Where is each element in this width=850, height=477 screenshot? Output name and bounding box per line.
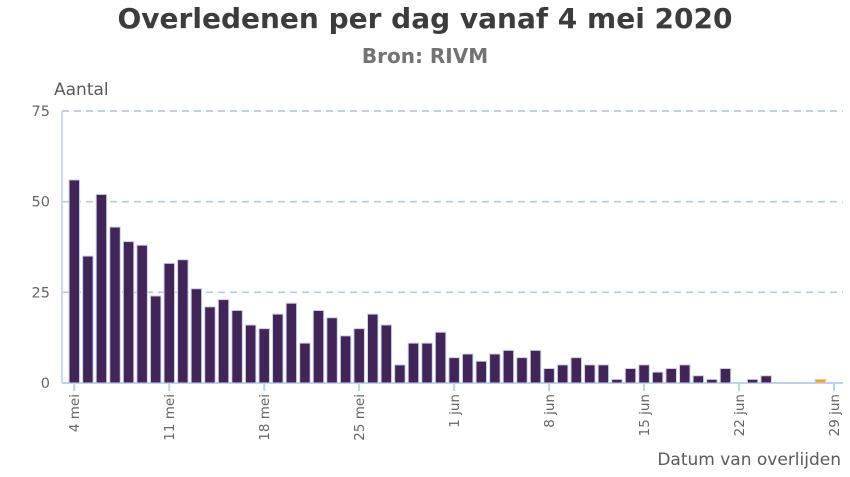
y-tick-label: 75 <box>32 104 50 120</box>
bar <box>82 255 94 384</box>
bar <box>611 378 623 384</box>
bar <box>122 241 135 384</box>
bar <box>760 375 772 384</box>
x-tick-label: 29 jun <box>827 394 843 436</box>
x-tick-label: 11 mei <box>162 394 178 441</box>
bar <box>651 371 664 384</box>
chart-title: Overledenen per dag vanaf 4 mei 2020 <box>117 2 733 35</box>
bar <box>556 364 569 384</box>
bar <box>177 259 189 384</box>
y-axis-title: Aantal <box>54 80 109 100</box>
bar <box>434 331 447 384</box>
bar <box>190 288 203 384</box>
bar <box>326 317 338 384</box>
bar <box>312 309 325 384</box>
bar <box>244 324 257 384</box>
bar <box>380 324 393 384</box>
bar <box>475 360 488 384</box>
bar <box>665 367 677 384</box>
x-tick-label: 8 jun <box>542 394 558 428</box>
y-tick-label: 0 <box>41 376 50 392</box>
x-tick-label: 15 jun <box>637 394 653 436</box>
bar <box>719 367 732 384</box>
bar <box>461 353 474 384</box>
bar <box>516 357 528 384</box>
bar <box>231 309 243 384</box>
y-tick-label: 50 <box>32 195 50 211</box>
bar <box>217 299 230 384</box>
bar <box>597 364 610 384</box>
bar <box>584 364 596 384</box>
bar <box>367 313 379 384</box>
bar <box>706 378 718 384</box>
chart-subtitle: Bron: RIVM <box>361 44 489 68</box>
bar <box>394 364 406 384</box>
bar <box>421 342 433 384</box>
bar <box>638 364 650 384</box>
bar <box>204 306 216 384</box>
x-tick-label: 4 mei <box>67 394 83 432</box>
x-tick-label: 18 mei <box>257 394 273 441</box>
bar <box>407 342 420 384</box>
bar <box>95 193 108 384</box>
y-tick-label: 25 <box>32 285 50 301</box>
bar <box>299 342 311 384</box>
x-axis-title: Datum van overlijden <box>657 450 841 470</box>
bar <box>339 335 352 384</box>
bar <box>624 367 637 384</box>
bar <box>109 226 121 384</box>
bar <box>272 313 284 384</box>
bar <box>448 357 460 384</box>
bar <box>285 302 298 384</box>
bar <box>543 367 555 384</box>
x-tick-label: 1 jun <box>447 394 463 428</box>
bar <box>746 378 759 384</box>
bar <box>502 349 515 384</box>
bar <box>489 353 501 384</box>
bar <box>68 179 81 384</box>
x-tick-label: 25 mei <box>352 394 368 441</box>
bar <box>163 262 176 384</box>
bar <box>570 357 582 384</box>
bar <box>258 328 270 384</box>
bar <box>679 364 691 384</box>
bar-latest <box>814 378 827 384</box>
bar <box>529 349 542 384</box>
bar <box>149 295 162 384</box>
bar <box>353 328 365 384</box>
x-tick-label: 22 jun <box>732 394 748 436</box>
bar <box>692 375 705 384</box>
bar <box>136 244 148 384</box>
